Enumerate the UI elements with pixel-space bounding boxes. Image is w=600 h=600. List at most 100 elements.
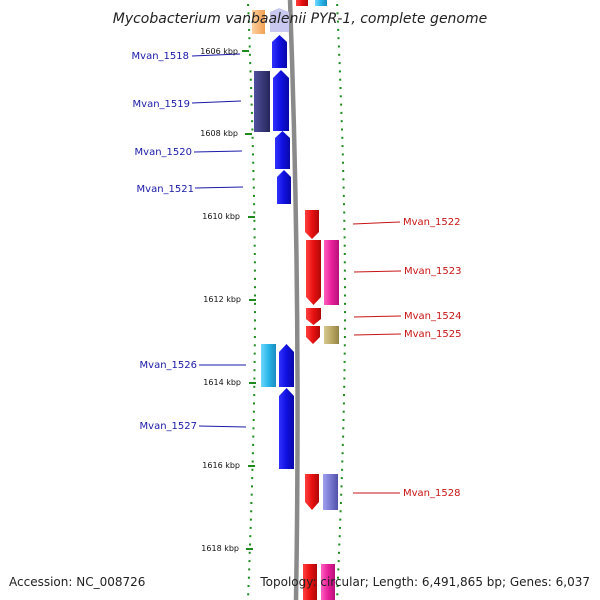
minor-tick: [251, 120, 254, 123]
minor-tick: [336, 4, 339, 6]
minor-tick: [341, 128, 343, 131]
gene-bottom-magenta[interactable]: [321, 564, 335, 600]
gene-top-cyan[interactable]: [315, 0, 327, 6]
minor-tick: [337, 576, 339, 579]
minor-tick: [336, 585, 339, 587]
tick-column-outer-left: [247, 4, 256, 596]
gene-mvan-1518[interactable]: [272, 35, 287, 68]
minor-tick: [340, 103, 343, 106]
gene-mvan-1525-red[interactable]: [306, 326, 320, 344]
minor-tick: [252, 161, 255, 164]
minor-tick: [342, 170, 345, 172]
minor-tick: [343, 236, 346, 239]
scale-label-1606: 1606 kbp: [200, 47, 238, 56]
minor-tick: [342, 178, 345, 181]
minor-tick: [337, 568, 340, 571]
minor-tick: [250, 510, 253, 513]
minor-tick: [343, 327, 346, 330]
minor-tick: [336, 12, 339, 15]
gene-top-orange[interactable]: [252, 10, 265, 34]
gene-mvan-1519-slate[interactable]: [254, 71, 270, 132]
gene-label-mvan-1526[interactable]: Mvan_1526: [140, 360, 197, 371]
minor-tick: [253, 269, 256, 272]
minor-tick: [247, 593, 250, 596]
minor-tick: [337, 37, 340, 40]
minor-tick: [339, 78, 342, 81]
minor-tick: [253, 244, 256, 247]
minor-tick: [251, 485, 253, 488]
minor-tick: [344, 319, 346, 322]
scale-label-1614: 1614 kbp: [203, 378, 241, 387]
gene-label-mvan-1525[interactable]: Mvan_1525: [404, 329, 461, 340]
gene-mvan-1521[interactable]: [277, 170, 291, 204]
gene-label-mvan-1524[interactable]: Mvan_1524: [404, 311, 461, 322]
minor-tick: [253, 336, 256, 338]
gene-label-mvan-1527[interactable]: Mvan_1527: [140, 421, 197, 432]
gene-mvan-1528[interactable]: [323, 474, 338, 510]
minor-tick: [339, 518, 342, 521]
minor-tick: [341, 136, 344, 139]
minor-tick: [343, 211, 346, 214]
accession-text: Accession: NC_008726: [9, 575, 145, 589]
minor-tick: [343, 377, 346, 380]
minor-tick: [254, 319, 256, 322]
minor-tick: [248, 37, 251, 40]
minor-tick: [343, 228, 346, 231]
minor-tick: [342, 402, 345, 405]
gene-mvan-1522[interactable]: [305, 210, 319, 239]
minor-tick: [338, 53, 341, 56]
minor-tick: [247, 20, 250, 23]
gene-mvan-1528-red[interactable]: [305, 474, 319, 510]
minor-tick: [343, 385, 346, 388]
minor-tick: [344, 294, 346, 297]
gene-top-red[interactable]: [296, 0, 308, 6]
minor-tick: [249, 526, 252, 529]
minor-tick: [253, 360, 256, 363]
gene-mvan-1526[interactable]: [261, 344, 276, 387]
minor-tick: [251, 460, 254, 463]
minor-tick: [254, 277, 256, 280]
minor-tick: [340, 493, 343, 496]
minor-tick: [253, 253, 256, 255]
minor-tick: [344, 311, 346, 314]
minor-tick: [344, 286, 346, 289]
gene-mvan-1524[interactable]: [306, 308, 321, 325]
scale-label-1612: 1612 kbp: [203, 295, 241, 304]
minor-tick: [339, 87, 342, 89]
minor-tick: [254, 294, 256, 297]
gene-label-mvan-1523[interactable]: Mvan_1523: [404, 266, 461, 277]
gene-mvan-1523[interactable]: [324, 240, 339, 305]
gene-label-mvan-1520[interactable]: Mvan_1520: [135, 147, 192, 158]
gene-mvan-1523-red[interactable]: [306, 240, 321, 305]
gene-mvan-1526-blue[interactable]: [279, 344, 294, 387]
minor-tick: [343, 219, 346, 222]
gene-mvan-1519[interactable]: [273, 70, 289, 131]
minor-tick: [249, 70, 252, 73]
minor-tick: [343, 261, 346, 264]
gene-label-mvan-1528[interactable]: Mvan_1528: [403, 488, 460, 499]
minor-tick: [253, 327, 256, 330]
gene-bottom-red[interactable]: [303, 564, 317, 600]
gene-label-mvan-1518[interactable]: Mvan_1518: [132, 51, 189, 62]
minor-tick: [254, 286, 256, 289]
gene-mvan-1520[interactable]: [275, 131, 290, 169]
minor-tick: [342, 410, 345, 413]
minor-tick: [339, 95, 342, 98]
minor-tick: [249, 518, 252, 521]
gene-mvan-1527[interactable]: [279, 388, 294, 469]
minor-tick: [341, 145, 344, 148]
minor-tick: [253, 377, 256, 380]
gene-label-mvan-1519[interactable]: Mvan_1519: [133, 99, 190, 110]
gene-label-mvan-1522[interactable]: Mvan_1522: [403, 217, 460, 228]
minor-tick: [250, 502, 253, 504]
gene-label-mvan-1521[interactable]: Mvan_1521: [137, 184, 194, 195]
minor-tick: [252, 410, 255, 413]
gene-top-blue-arrow[interactable]: [270, 8, 289, 32]
minor-tick: [341, 452, 344, 455]
minor-tick: [343, 394, 345, 397]
gene-mvan-1525[interactable]: [324, 326, 339, 344]
minor-tick: [251, 128, 254, 131]
minor-tick: [249, 535, 252, 538]
minor-tick: [343, 369, 346, 372]
minor-tick: [250, 111, 253, 114]
